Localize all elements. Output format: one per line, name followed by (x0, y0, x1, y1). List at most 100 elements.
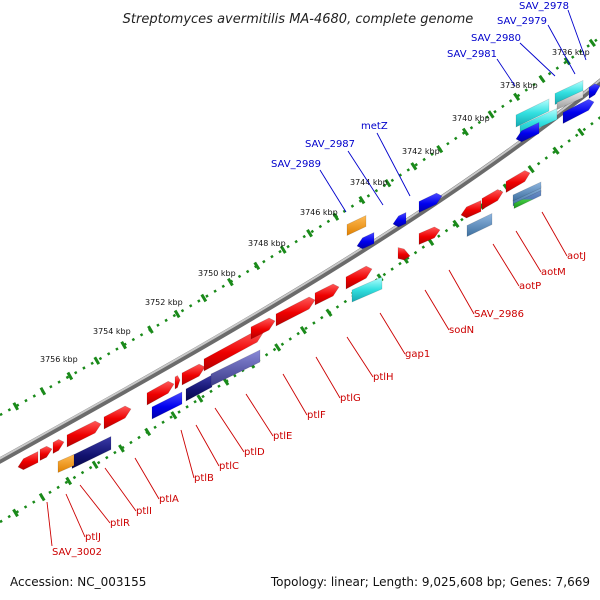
gene-label-upper[interactable]: SAV_2981 (447, 49, 497, 60)
gene-feature[interactable] (397, 247, 411, 261)
leader-line (376, 132, 411, 197)
leader-line (319, 169, 347, 213)
leader-line (46, 501, 53, 547)
gene-feature[interactable] (392, 212, 407, 228)
genome-backbone (0, 78, 600, 460)
ruler-tick (227, 277, 234, 287)
map-title: Streptomyces avermitilis MA-4680, comple… (123, 12, 474, 27)
gene-feature[interactable] (418, 192, 443, 213)
leader-line (134, 457, 160, 500)
gene-feature[interactable] (146, 380, 175, 406)
genome-summary-footer: Topology: linear; Length: 9,025,608 bp; … (270, 575, 590, 589)
gene-label-lower[interactable]: ptlD (244, 447, 265, 458)
gene-feature[interactable] (203, 329, 264, 372)
gene-feature[interactable] (356, 232, 375, 250)
gene-feature[interactable] (17, 451, 39, 471)
ruler-tick (279, 245, 287, 254)
ruler-tick (527, 165, 535, 174)
gene-label-lower[interactable]: aotP (519, 281, 541, 292)
gene-feature[interactable] (151, 391, 183, 420)
gene-feature[interactable] (505, 170, 531, 194)
gene-feature[interactable] (52, 439, 65, 455)
ruler-tick (222, 377, 230, 386)
gene-feature[interactable] (351, 276, 383, 303)
leader-line (541, 211, 568, 257)
leader-line (79, 484, 111, 524)
gene-feature[interactable] (460, 200, 482, 219)
gene-label-lower[interactable]: SAV_3002 (52, 547, 102, 558)
gene-label-upper[interactable]: SAV_2979 (497, 16, 547, 27)
gene-label-lower[interactable]: ptlA (159, 494, 179, 505)
gene-feature[interactable] (250, 317, 276, 340)
gene-label-lower[interactable]: ptlC (219, 461, 239, 472)
gene-feature[interactable] (314, 283, 340, 306)
gene-label-upper[interactable]: SAV_2978 (519, 1, 569, 12)
ruler-tick (577, 127, 585, 137)
ruler-tick (200, 293, 208, 303)
gene-feature[interactable] (515, 98, 550, 128)
gene-feature[interactable] (513, 190, 542, 209)
ruler-tick (147, 325, 154, 334)
ruler-tick (325, 308, 333, 317)
gene-feature[interactable] (57, 454, 75, 473)
kbp-label: 3746 kbp (300, 208, 338, 217)
gene-feature[interactable] (275, 296, 316, 327)
gene-feature[interactable] (588, 83, 600, 100)
leader-line (547, 24, 576, 75)
ruler-tick (436, 144, 444, 154)
leader-line (195, 424, 220, 467)
gene-label-lower[interactable]: ptlR (110, 518, 130, 529)
ruler-tick (65, 476, 73, 486)
gene-label-lower[interactable]: aotJ (567, 251, 586, 262)
gene-label-lower[interactable]: SAV_2986 (474, 309, 524, 320)
gene-feature[interactable] (481, 189, 504, 211)
ruler-tick (588, 38, 596, 48)
gene-label-lower[interactable]: gap1 (405, 349, 430, 360)
ruler-tick (358, 195, 366, 205)
gene-feature[interactable] (66, 420, 102, 448)
ruler-tick (170, 411, 178, 420)
gene-feature[interactable] (181, 363, 206, 386)
gene-label-upper[interactable]: SAV_2980 (471, 33, 521, 44)
ruler-tick (332, 212, 340, 221)
ruler-tick (552, 146, 560, 155)
gene-feature[interactable] (418, 226, 441, 245)
gene-feature[interactable] (210, 349, 261, 387)
gene-feature[interactable] (556, 90, 584, 110)
gene-feature[interactable] (515, 122, 540, 143)
leader-lines (46, 9, 587, 547)
leader-line (180, 429, 195, 479)
gene-feature[interactable] (346, 215, 367, 236)
gene-label-lower[interactable]: ptlI (136, 506, 152, 517)
gene-feature[interactable] (103, 405, 132, 430)
gene-feature[interactable] (466, 213, 493, 237)
leader-line (567, 9, 587, 61)
gene-feature[interactable] (39, 445, 53, 461)
gene-label-lower[interactable]: aotM (541, 267, 566, 278)
kbp-label: 3736 kbp (552, 48, 590, 57)
gene-label-lower[interactable]: ptlB (194, 473, 214, 484)
kbp-label: 3752 kbp (145, 298, 183, 307)
gene-label-lower[interactable]: sodN (449, 325, 474, 336)
ruler-tick (299, 326, 307, 335)
gene-label-lower[interactable]: ptlH (373, 372, 394, 383)
ruler-tick (93, 356, 101, 365)
ruler-tick (144, 427, 152, 437)
gene-label-lower[interactable]: ptlJ (85, 532, 101, 543)
gene-label-upper[interactable]: SAV_2989 (271, 159, 321, 170)
leader-line (424, 289, 450, 331)
ruler-tick (173, 309, 181, 319)
gene-label-lower[interactable]: ptlF (307, 410, 326, 421)
gene-feature[interactable] (345, 265, 373, 290)
gene-label-lower[interactable]: ptlG (340, 393, 361, 404)
gene-label-lower[interactable]: ptlE (273, 431, 292, 442)
gene-feature[interactable] (174, 375, 181, 390)
gene-label-upper[interactable]: metZ (361, 121, 388, 132)
kbp-label: 3748 kbp (248, 239, 286, 248)
gene-label-upper[interactable]: SAV_2987 (305, 139, 355, 150)
gene-feature[interactable] (562, 98, 595, 124)
gene-feature[interactable] (185, 374, 213, 402)
gene-feature[interactable] (512, 181, 542, 202)
